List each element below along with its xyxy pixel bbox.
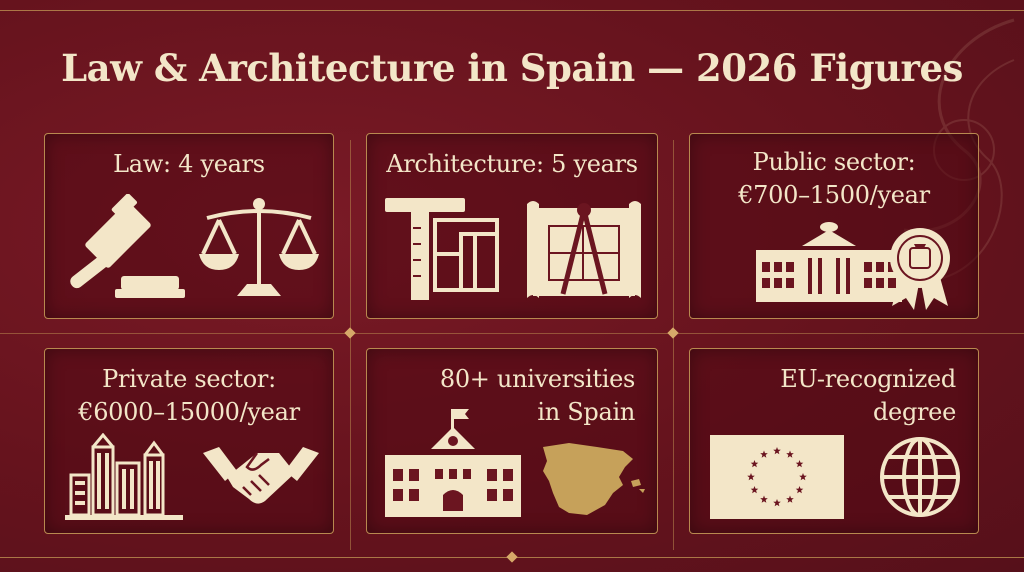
scales-icon	[199, 198, 319, 296]
middle-divider	[0, 333, 1024, 334]
compass-blueprint-icon	[527, 201, 641, 298]
eu-star-icon	[786, 450, 794, 458]
card-architecture-label: Architecture: 5 years	[386, 150, 638, 178]
government-building-icon	[756, 222, 902, 302]
spain-map-icon	[543, 443, 645, 515]
t-square-blueprint-icon	[385, 198, 499, 300]
column-divider-2	[673, 140, 674, 550]
eu-star-icon	[773, 447, 781, 455]
eu-star-icon	[786, 495, 794, 503]
top-border	[0, 10, 1024, 11]
card-eu-line1: EU-recognized	[780, 365, 956, 393]
card-private-line1: Private sector:	[102, 365, 276, 393]
card-law: Law: 4 years	[44, 133, 334, 319]
card-private-line2: €6000–15000/year	[78, 398, 300, 426]
eu-flag-icon	[710, 435, 844, 519]
eu-star-icon	[760, 495, 768, 503]
card-architecture: Architecture: 5 years	[366, 133, 658, 319]
skyscrapers-icon	[65, 433, 183, 520]
card-public-line2: €700–1500/year	[738, 181, 930, 209]
handshake-icon	[203, 447, 319, 504]
eu-star-icon	[795, 486, 804, 494]
eu-star-icon	[795, 460, 804, 468]
page-title: Law & Architecture in Spain — 2026 Figur…	[61, 46, 963, 90]
eu-star-icon	[773, 499, 781, 507]
seal-ribbon-icon	[890, 228, 950, 310]
card-public-sector: Public sector: €700–1500/year	[689, 133, 979, 319]
card-public-line1: Public sector:	[752, 148, 916, 176]
eu-star-icon	[760, 450, 768, 458]
card-law-label: Law: 4 years	[113, 150, 265, 178]
card-universities-line2: in Spain	[537, 398, 635, 426]
card-eu-line2: degree	[872, 398, 956, 426]
eu-star-icon	[799, 473, 807, 481]
eu-star-icon	[747, 473, 755, 481]
eu-star-icon	[750, 460, 759, 468]
card-universities: 80+ universities in Spain	[366, 348, 658, 534]
eu-star-icon	[750, 486, 759, 494]
card-eu-recognized: EU-recognized degree	[689, 348, 979, 534]
university-building-icon	[385, 409, 521, 517]
globe-icon	[880, 437, 960, 517]
card-universities-line1: 80+ universities	[439, 365, 635, 393]
gavel-icon	[70, 194, 185, 298]
card-private-sector: Private sector: €6000–15000/year	[44, 348, 334, 534]
column-divider-1	[350, 140, 351, 550]
